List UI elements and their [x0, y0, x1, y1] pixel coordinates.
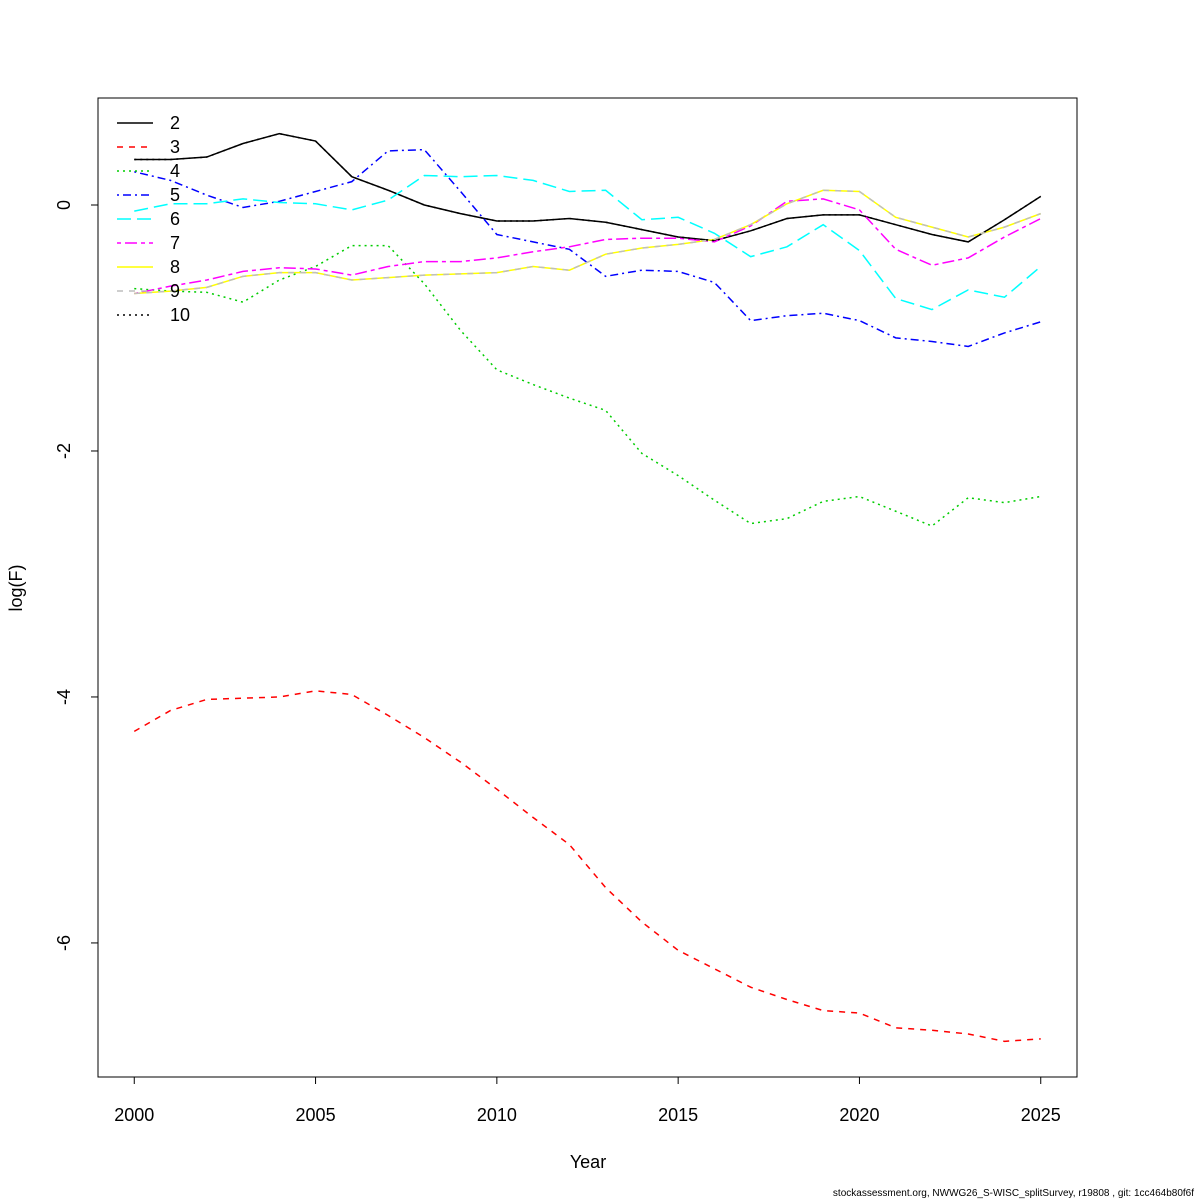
legend-label: 4: [170, 161, 180, 181]
y-tick-label: -4: [54, 689, 74, 705]
series-line: [134, 189, 1042, 295]
legend-label: 2: [170, 113, 180, 133]
legend-label: 7: [170, 233, 180, 253]
y-tick-label: -6: [54, 935, 74, 951]
x-tick-label: 2000: [114, 1105, 154, 1125]
series-line: [134, 189, 1042, 295]
series-line: [134, 148, 1041, 348]
legend-label: 8: [170, 257, 180, 277]
legend-label: 5: [170, 185, 180, 205]
series-line: [134, 198, 1042, 295]
legend-label: 9: [170, 281, 180, 301]
series-line: [133, 690, 1041, 1043]
x-tick-label: 2005: [296, 1105, 336, 1125]
series-line: [134, 244, 1041, 527]
x-axis-label: Year: [570, 1152, 606, 1172]
legend-label: 10: [170, 305, 190, 325]
x-tick-label: 2015: [658, 1105, 698, 1125]
legend-label: 6: [170, 209, 180, 229]
series-line: [134, 132, 1042, 243]
x-tick-label: 2010: [477, 1105, 517, 1125]
x-tick-label: 2020: [839, 1105, 879, 1125]
series-line: [134, 174, 1042, 311]
legend-label: 3: [170, 137, 180, 157]
y-tick-label: 0: [54, 200, 74, 210]
series-line: [134, 132, 1042, 243]
footnote: stockassessment.org, NWWG26_S-WISC_split…: [833, 1188, 1194, 1199]
y-axis-label: log(F): [6, 564, 26, 611]
x-tick-label: 2025: [1021, 1105, 1061, 1125]
plot-frame: [97, 97, 1078, 1078]
y-tick-label: -2: [54, 443, 74, 459]
